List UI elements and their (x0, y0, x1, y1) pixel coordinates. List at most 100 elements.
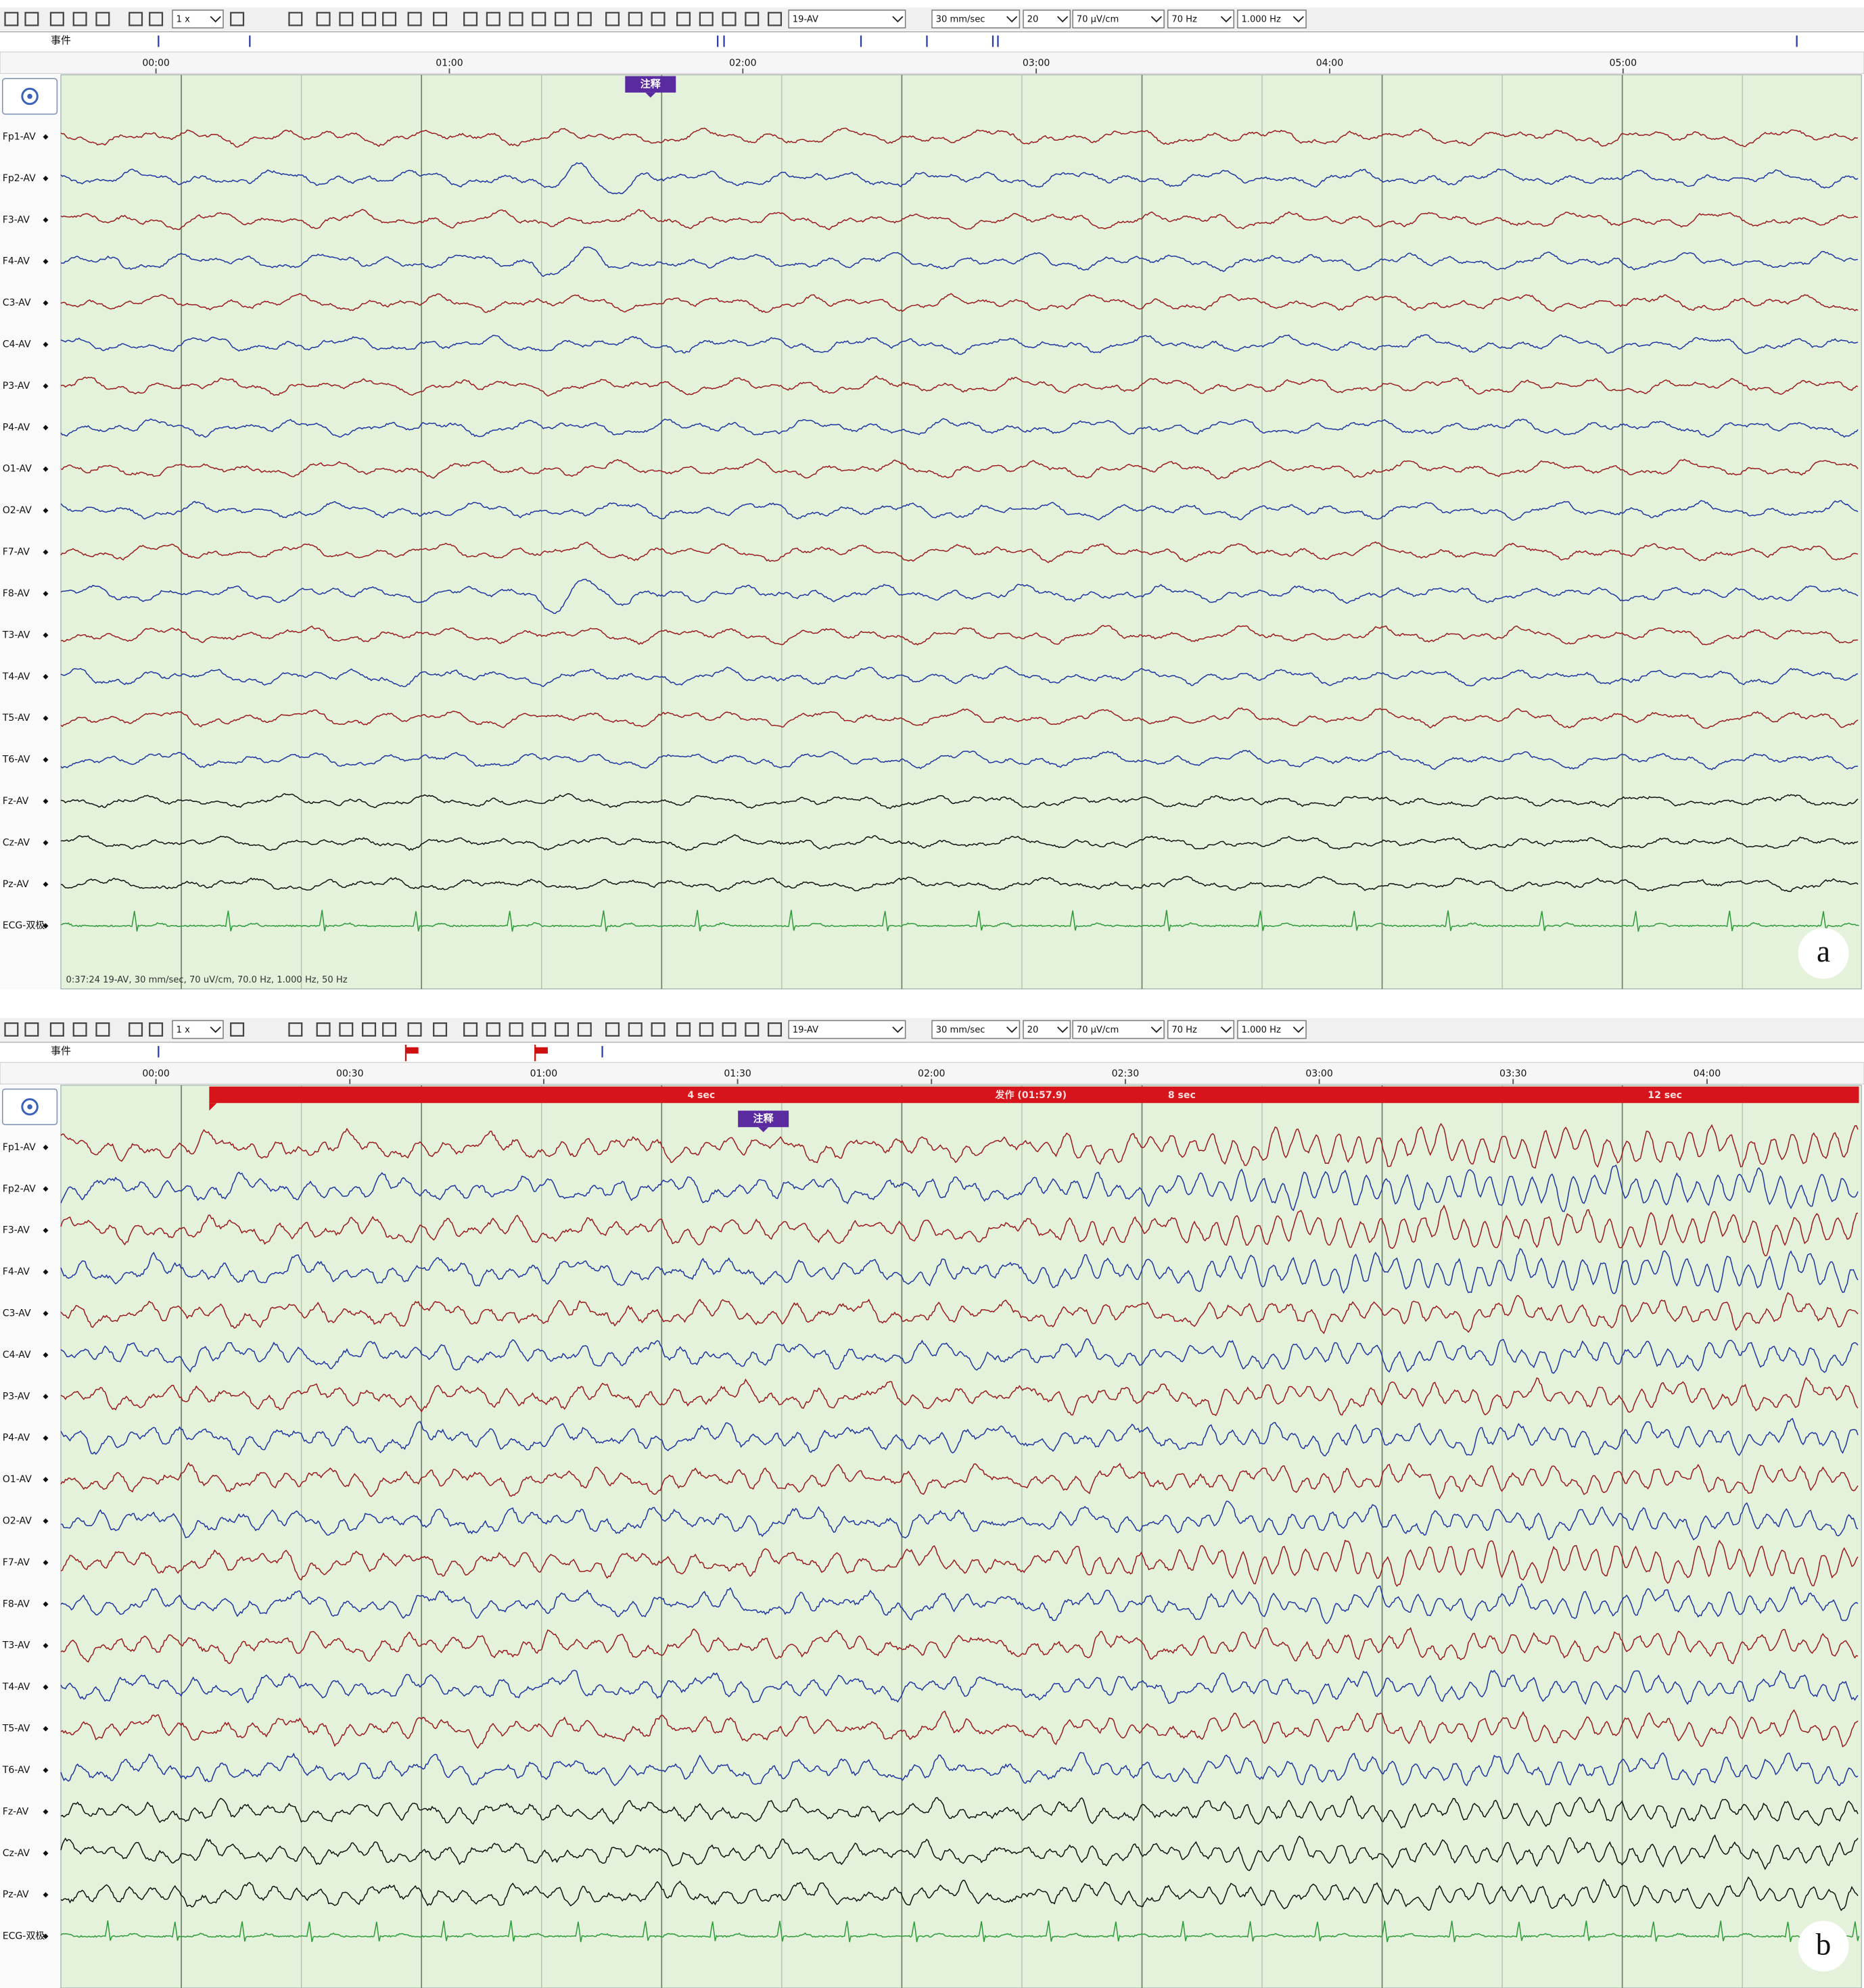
toolbar-icon[interactable] (72, 11, 87, 26)
toolbar-icon[interactable] (382, 1022, 397, 1037)
toolbar-icon[interactable] (72, 1022, 87, 1037)
dropdown[interactable] (172, 1020, 224, 1039)
dropdown[interactable] (788, 1020, 906, 1039)
channel-label: F7-AV (3, 547, 30, 558)
toolbar-icon[interactable] (768, 1022, 783, 1037)
dropdown-value: 30 mm/sec (936, 15, 985, 25)
toolbar-icon[interactable] (49, 11, 64, 26)
time-ruler (0, 51, 1864, 74)
toolbar-icon[interactable] (699, 1022, 714, 1037)
dropdown-value: 70 µV/cm (1077, 1025, 1119, 1035)
dropdown-arrow (1150, 1026, 1163, 1033)
dropdown-arrow (892, 16, 904, 23)
annotation-box[interactable] (738, 1110, 789, 1127)
toolbar-icon[interactable] (628, 1022, 643, 1037)
dropdown[interactable] (1023, 9, 1071, 28)
eeg-trace (60, 1583, 1859, 1624)
toolbar-icon[interactable] (129, 11, 143, 26)
dropdown[interactable] (931, 1020, 1021, 1039)
channel-label: T3-AV (2, 630, 30, 640)
toolbar-icon[interactable] (532, 1022, 546, 1037)
toolbar-icon[interactable] (509, 11, 523, 26)
toolbar-icon[interactable] (555, 11, 569, 26)
toolbar-icon[interactable] (605, 1022, 620, 1037)
toolbar-icon[interactable] (555, 1022, 569, 1037)
toolbar-icon[interactable] (486, 1022, 500, 1037)
toolbar-icon[interactable] (407, 11, 422, 26)
dropdown[interactable] (1237, 1020, 1307, 1039)
toolbar-icon[interactable] (509, 1022, 523, 1037)
toolbar-icon[interactable] (486, 11, 500, 26)
toolbar-icon[interactable] (230, 1022, 245, 1037)
toolbar-icon[interactable] (129, 1022, 143, 1037)
toolbar-icon[interactable] (577, 11, 592, 26)
channel-label: Fz-AV (3, 796, 29, 807)
toolbar-icon[interactable] (95, 1022, 110, 1037)
toolbar-icon[interactable] (651, 11, 666, 26)
toolbar-icon[interactable] (722, 1022, 737, 1037)
toolbar-icon[interactable] (49, 1022, 64, 1037)
dropdown[interactable] (1237, 9, 1307, 28)
toolbar-icon[interactable] (463, 1022, 478, 1037)
toolbar-icon[interactable] (339, 1022, 354, 1037)
toolbar-icon[interactable] (316, 11, 331, 26)
dropdown-value: 20 (1027, 15, 1039, 25)
annotation-pointer (758, 1127, 769, 1133)
toolbar-icon[interactable] (745, 11, 760, 26)
toolbar-icon[interactable] (676, 1022, 691, 1037)
toolbar-icon[interactable] (24, 11, 39, 26)
time-tick-label: 04:00 (1316, 58, 1343, 69)
channel-label: Cz-AV (3, 837, 30, 848)
toolbar-icon[interactable] (362, 1022, 377, 1037)
toolbar-icon[interactable] (149, 1022, 164, 1037)
toolbar-icon[interactable] (24, 1022, 39, 1037)
toolbar-icon[interactable] (288, 1022, 303, 1037)
toolbar-icon[interactable] (463, 11, 478, 26)
dropdown[interactable] (172, 9, 224, 28)
channel-label: T5-AV (2, 713, 30, 724)
channel-label: F8-AV (3, 1599, 30, 1609)
toolbar-icon[interactable] (4, 11, 19, 26)
eeg-trace (60, 707, 1859, 729)
toolbar-icon[interactable] (676, 11, 691, 26)
channel-label: T6-AV (2, 755, 30, 765)
toolbar-icon[interactable] (768, 11, 783, 26)
dropdown[interactable] (931, 9, 1021, 28)
toolbar-icon[interactable] (745, 1022, 760, 1037)
toolbar-icon[interactable] (339, 11, 354, 26)
eeg-trace (60, 1751, 1859, 1786)
toolbar-icon[interactable] (382, 11, 397, 26)
channel-label: O1-AV (3, 1474, 32, 1485)
toolbar-icon[interactable] (532, 11, 546, 26)
toolbar-icon[interactable] (4, 1022, 19, 1037)
dropdown[interactable] (1023, 1020, 1071, 1039)
toolbar-icon[interactable] (362, 11, 377, 26)
toolbar-icon[interactable] (577, 1022, 592, 1037)
toolbar-icon[interactable] (605, 11, 620, 26)
dropdown-arrow (892, 1026, 904, 1033)
channel-marker (43, 300, 49, 306)
toolbar-icon[interactable] (230, 11, 245, 26)
channel-label: P4-AV (3, 422, 30, 433)
toolbar-icon[interactable] (651, 1022, 666, 1037)
toolbar-icon[interactable] (316, 1022, 331, 1037)
toolbar-icon[interactable] (628, 11, 643, 26)
toolbar-icon[interactable] (288, 11, 303, 26)
seizure-bar-start (209, 1103, 217, 1111)
dropdown[interactable] (788, 9, 906, 28)
toolbar-icon[interactable] (722, 11, 737, 26)
dropdown[interactable] (1072, 9, 1165, 28)
eeg-trace (60, 541, 1859, 563)
eeg-trace (60, 909, 1859, 932)
eeg-trace (60, 834, 1859, 851)
toolbar-icon[interactable] (433, 1022, 448, 1037)
toolbar-icon[interactable] (95, 11, 110, 26)
channel-label: P4-AV (3, 1433, 30, 1444)
toolbar-icon[interactable] (433, 11, 448, 26)
annotation-box[interactable] (625, 76, 676, 93)
toolbar-icon[interactable] (149, 11, 164, 26)
toolbar-icon[interactable] (699, 11, 714, 26)
toolbar-icon[interactable] (407, 1022, 422, 1037)
dropdown[interactable] (1072, 1020, 1165, 1039)
dropdown-arrow (1006, 1026, 1018, 1033)
